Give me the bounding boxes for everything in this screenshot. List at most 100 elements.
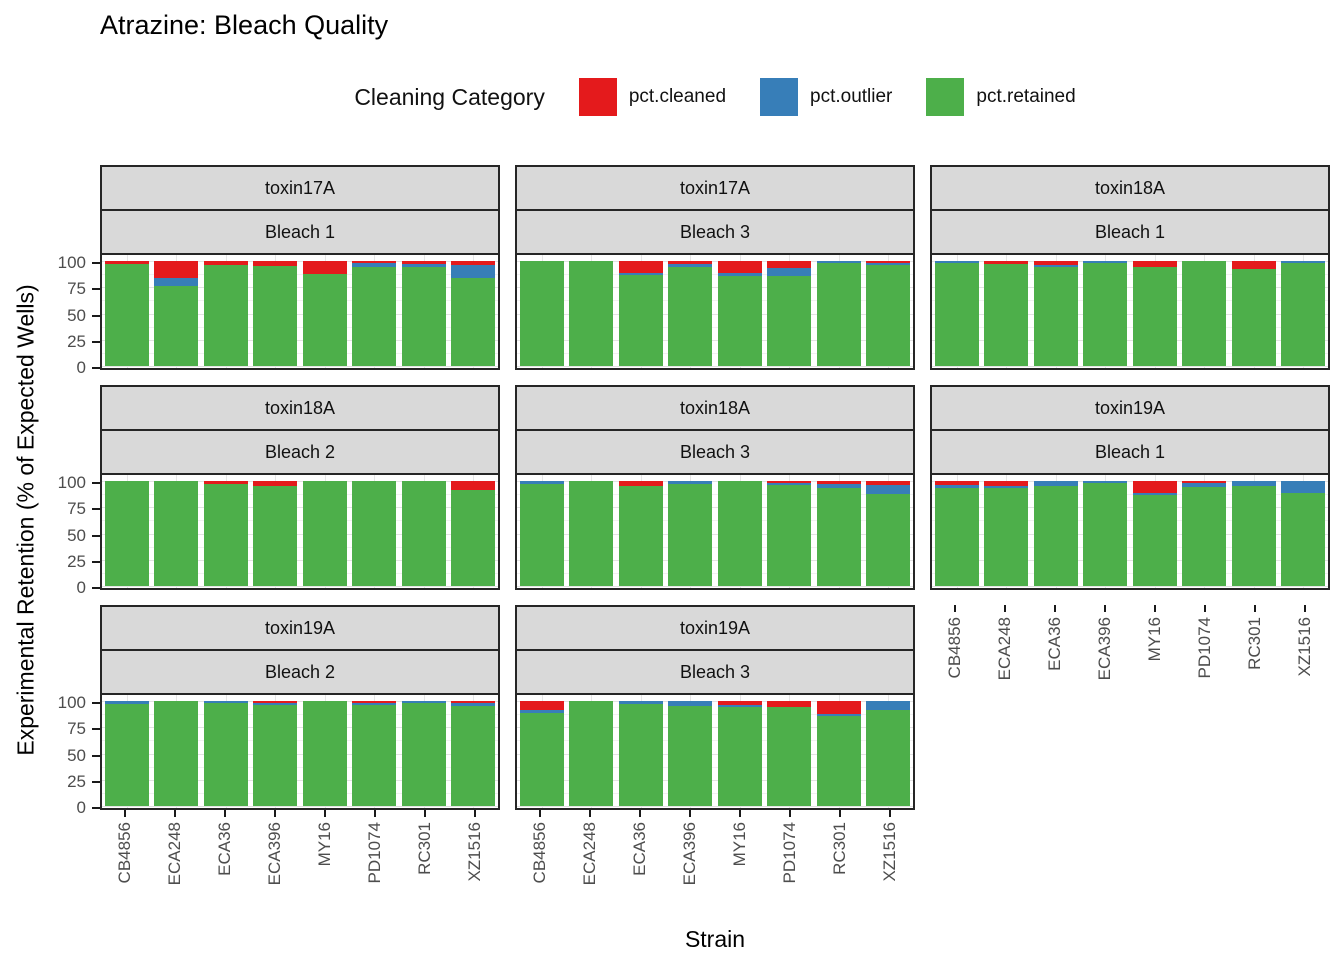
bar-eca36 [203, 481, 248, 586]
gridline-major [102, 701, 498, 702]
segment-pct-retained [767, 275, 812, 366]
bar-rc301 [401, 701, 446, 806]
segment-pct-cleaned [618, 481, 663, 487]
bar-my16 [717, 261, 762, 366]
x-tick-slot: ECA396 [251, 810, 300, 918]
x-tick-mark [689, 810, 691, 817]
gridline-major [517, 481, 913, 482]
segment-pct-cleaned [451, 481, 496, 491]
bars-group [932, 481, 1328, 586]
y-tick-label: 100 [57, 473, 86, 492]
facet-toxin18A-bleach3: toxin18A Bleach 3 [515, 385, 915, 590]
segment-pct-cleaned [1132, 261, 1177, 268]
gridline-minor [102, 274, 498, 276]
y-tick-mark [92, 560, 100, 563]
gridline-major [517, 261, 913, 262]
x-tick-mark [839, 810, 841, 817]
segment-pct-outlier [203, 701, 248, 704]
x-tick-label-eca396: ECA396 [680, 822, 699, 886]
x-tick-label-pd1074: PD1074 [780, 822, 799, 884]
segment-pct-retained [519, 261, 564, 366]
x-tick-slot: ECA36 [1031, 605, 1080, 713]
strip-label: Bleach 1 [264, 221, 336, 242]
segment-pct-retained [618, 274, 663, 366]
gridline-major [932, 586, 1328, 587]
segment-pct-cleaned [352, 261, 397, 264]
bar-my16 [717, 701, 762, 806]
gridline-major [102, 339, 498, 341]
x-tick-mark [739, 810, 741, 817]
segment-pct-outlier [401, 264, 446, 268]
gridline-major [932, 313, 1328, 315]
gridline-minor [932, 546, 1328, 548]
facet-panel [100, 473, 500, 590]
segment-pct-retained [1281, 263, 1326, 366]
bar-my16 [717, 481, 762, 586]
segment-pct-outlier [934, 485, 979, 489]
bar-eca36 [618, 481, 663, 586]
x-tick-mark [1054, 605, 1056, 612]
legend-label: pct.cleaned [628, 86, 727, 107]
segment-pct-cleaned [1182, 481, 1227, 484]
gridline-minor [102, 572, 498, 574]
segment-pct-retained [767, 707, 812, 806]
segment-pct-cleaned [451, 701, 496, 704]
y-axis-ticks-row1: 100 75 50 25 0 [30, 165, 100, 377]
y-tick-label: 50 [67, 525, 86, 545]
x-axis-labels-col2: CB4856 ECA248 ECA36 ECA396 MY16 PD1074 RC301 XZ… [515, 810, 915, 918]
x-tick-label-eca36: ECA36 [630, 822, 649, 876]
strip-label: Bleach 3 [679, 441, 751, 462]
x-axis-title: Strain [684, 926, 746, 952]
segment-pct-retained [451, 490, 496, 586]
segment-pct-cleaned [1231, 261, 1276, 270]
gridline-major [932, 507, 1328, 509]
gridline-major [102, 727, 498, 729]
y-tick-label: 100 [57, 253, 86, 272]
gridline-major [102, 287, 498, 289]
bar-pd1074 [1182, 481, 1227, 586]
segment-pct-outlier [1231, 481, 1276, 487]
bar-cb4856 [104, 481, 149, 586]
x-tick-slot: XZ1516 [1281, 605, 1330, 713]
x-tick-slot: XZ1516 [451, 810, 500, 918]
segment-pct-retained [203, 703, 248, 806]
gridline-major [932, 287, 1328, 289]
bar-my16 [302, 481, 347, 586]
x-tick-slot: PD1074 [766, 810, 815, 918]
gridline-major [932, 559, 1328, 561]
gridline-minor [517, 274, 913, 276]
segment-pct-cleaned [302, 261, 347, 274]
segment-pct-outlier [104, 701, 149, 705]
segment-pct-retained [816, 715, 861, 806]
segment-pct-cleaned [401, 261, 446, 265]
x-tick-slot: ECA396 [666, 810, 715, 918]
gridline-minor [517, 546, 913, 548]
facet-panel [100, 253, 500, 370]
bar-eca396 [668, 481, 713, 586]
segment-pct-retained [154, 701, 199, 806]
gridline-major [102, 507, 498, 509]
segment-pct-retained [668, 706, 713, 806]
x-tick-mark [1104, 605, 1106, 612]
facet-toxin17A-bleach3: toxin17A Bleach 3 [515, 165, 915, 370]
segment-pct-retained [1182, 261, 1227, 366]
x-tick-mark [474, 810, 476, 817]
gridline-major [517, 806, 913, 807]
segment-pct-retained [302, 481, 347, 586]
x-tick-slot: RC301 [401, 810, 450, 918]
gridline-minor [517, 740, 913, 742]
bar-xz1516 [451, 261, 496, 366]
bar-xz1516 [1281, 481, 1326, 586]
y-tick-mark [92, 702, 100, 704]
strip-label: toxin19A [679, 617, 751, 638]
bar-eca248 [569, 261, 614, 366]
gridline-minor [517, 326, 913, 328]
gridline-minor [517, 792, 913, 794]
y-tick-mark [92, 367, 100, 369]
y-axis-ticks-row2: 100 75 50 25 0 [30, 385, 100, 597]
bar-cb4856 [934, 481, 979, 586]
x-tick-slot: ECA396 [1081, 605, 1130, 713]
bar-xz1516 [866, 701, 911, 806]
bar-xz1516 [866, 261, 911, 366]
